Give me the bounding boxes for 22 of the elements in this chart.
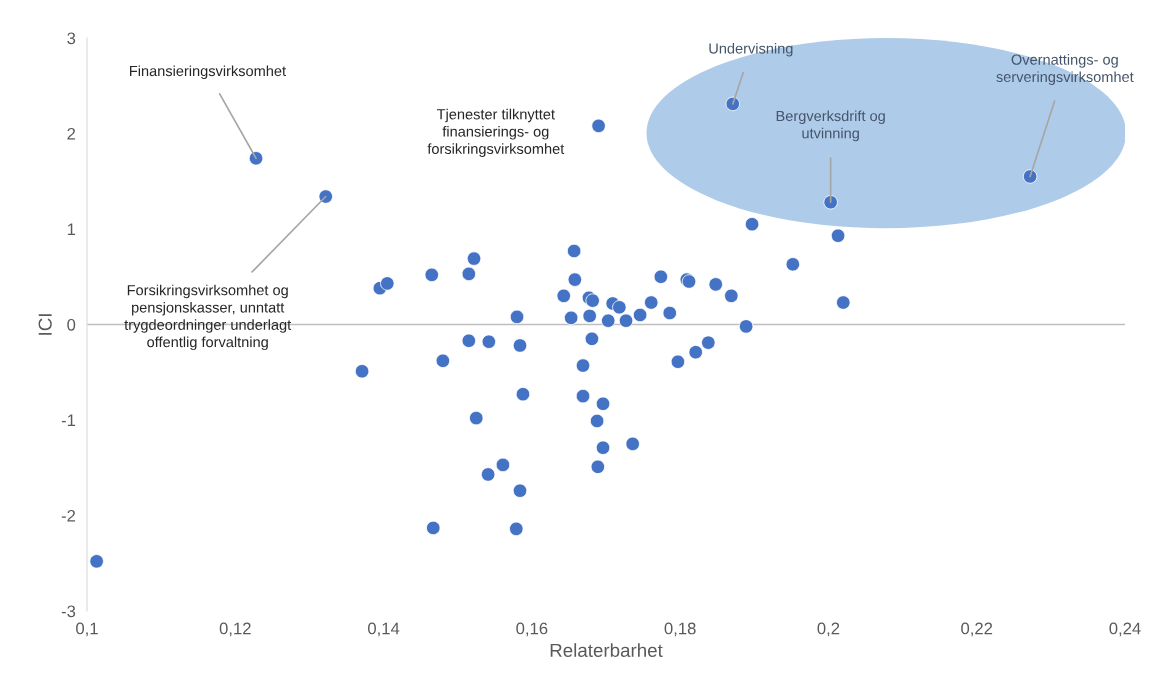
annotation: Bergverksdrift og utvinning [776,110,885,142]
x-tick-label: 0,12 [219,622,251,637]
annotation: Finansieringsvirksomhet [130,65,286,80]
x-tick-label: 0,1 [76,622,98,637]
y-tick-label: 1 [67,223,76,236]
x-tick-label: 0,24 [1109,622,1141,637]
y-tick-label: 2 [67,127,76,140]
y-tick-label: -1 [61,414,76,427]
x-tick-label: 0,18 [664,622,696,637]
x-tick-label: 0,2 [817,622,840,637]
annotation: Undervisning [709,42,793,57]
x-tick-label: 0,16 [516,622,548,637]
x-tick-label: 0,22 [961,622,993,637]
y-tick-label: -3 [61,605,76,618]
y-tick-label: 3 [67,32,76,45]
annotation: Forsikringsvirksomhet og pensjonskasser, unntatt trygdeordninger underlagt offentlig forvaltning [124,284,292,351]
x-tick-label: 0,14 [368,622,400,637]
y-axis-title: ICI [38,314,52,335]
x-axis-title: Relaterbarhet [550,643,663,657]
annotation: Tjenester tilknyttet finansierings- og forsikringsvirksomhet [427,108,565,157]
y-tick-label: -2 [61,509,76,522]
y-tick-label: 0 [67,318,76,331]
